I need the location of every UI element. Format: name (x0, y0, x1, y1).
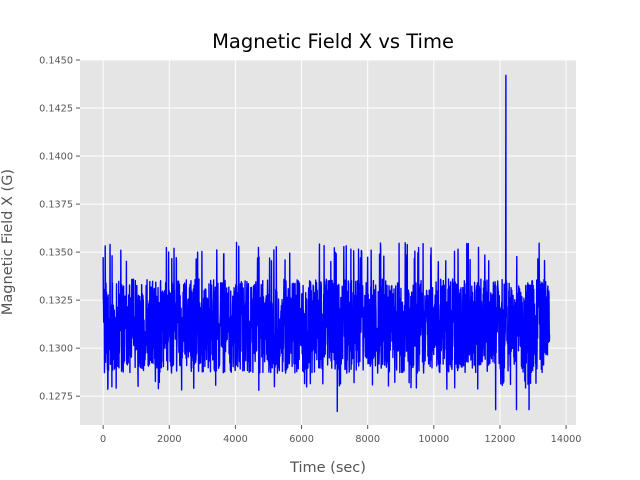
x-tick-label: 14000 (551, 434, 582, 445)
y-tick-label: 0.1400 (39, 152, 73, 163)
series-layer (102, 74, 551, 413)
y-tick-label: 0.1275 (39, 392, 73, 403)
y-axis-ticks: 0.1275 0.1300 0.1325 0.1350 0.1375 0.1400 0.14… (39, 56, 80, 403)
y-tick-label: 0.1375 (39, 200, 73, 211)
x-tick-label: 4000 (223, 434, 248, 445)
x-tick-label: 2000 (157, 434, 182, 445)
chart-title: Magnetic Field X vs Time (212, 30, 454, 53)
x-tick-label: 6000 (289, 434, 314, 445)
x-axis-ticks: 0 2000 4000 6000 8000 10000 12000 14000 (100, 425, 581, 445)
y-tick-label: 0.1350 (39, 248, 73, 259)
x-tick-label: 0 (100, 434, 106, 445)
y-tick-label: 0.1325 (39, 296, 73, 307)
y-tick-label: 0.1425 (39, 104, 73, 115)
y-axis-label: Magnetic Field X (G) (0, 169, 16, 315)
y-tick-label: 0.1300 (39, 344, 73, 355)
x-tick-label: 12000 (485, 434, 516, 445)
x-axis-label: Time (sec) (289, 460, 366, 476)
x-tick-label: 8000 (355, 434, 380, 445)
y-tick-label: 0.1450 (39, 56, 73, 67)
x-tick-label: 10000 (418, 434, 449, 445)
series-line (102, 74, 551, 413)
